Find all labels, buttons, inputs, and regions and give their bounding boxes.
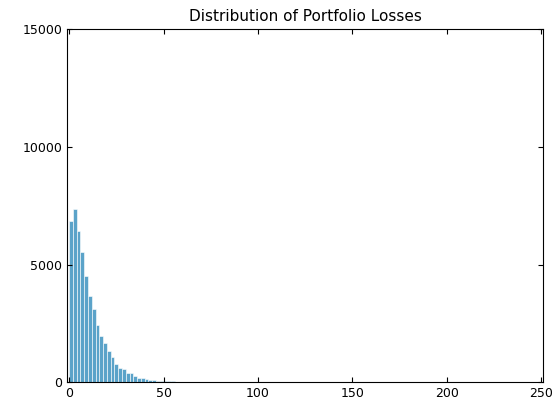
Bar	[107, 352, 111, 382]
Bar	[137, 378, 141, 382]
Bar	[126, 373, 129, 382]
Bar	[171, 381, 175, 382]
Bar	[81, 252, 84, 382]
Bar	[122, 369, 126, 382]
Bar	[141, 378, 144, 382]
Bar	[160, 381, 164, 382]
Title: Distribution of Portfolio Losses: Distribution of Portfolio Losses	[189, 9, 422, 24]
Bar	[96, 325, 99, 382]
Bar	[84, 276, 88, 382]
Bar	[69, 221, 73, 382]
Bar	[156, 381, 160, 382]
Bar	[77, 231, 81, 382]
Bar	[118, 368, 122, 382]
Bar	[88, 296, 92, 382]
Bar	[111, 357, 114, 382]
Bar	[167, 381, 171, 382]
Bar	[103, 343, 107, 382]
Bar	[114, 363, 118, 382]
Bar	[144, 379, 148, 382]
Bar	[129, 373, 133, 382]
Bar	[148, 380, 152, 382]
Bar	[73, 209, 77, 382]
Bar	[99, 336, 103, 382]
Bar	[133, 376, 137, 382]
Bar	[152, 380, 156, 382]
Bar	[92, 309, 96, 382]
Bar	[164, 381, 167, 382]
